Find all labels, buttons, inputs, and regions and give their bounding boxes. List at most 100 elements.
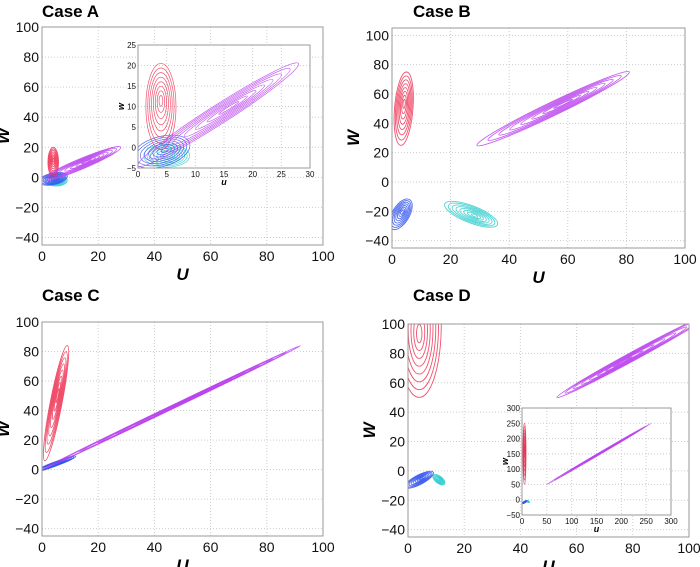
inset-x-tick-label: 250: [639, 517, 653, 526]
contours: [42, 146, 122, 187]
contour-line: [410, 473, 430, 486]
inset-y-tick-label: 100: [507, 465, 521, 474]
contour-line: [55, 387, 60, 404]
inset-y-tick-label: 10: [127, 103, 136, 112]
inset-y-tick-label: 0: [516, 496, 521, 505]
inset-y-tick-label: 5: [132, 123, 137, 132]
inset-y-tick-label: 50: [511, 480, 520, 489]
y-tick-label: 40: [373, 115, 389, 131]
inset-contour-line: [149, 67, 291, 160]
contour-line: [408, 471, 433, 488]
contour-line: [476, 71, 630, 147]
inset-contour-line: [143, 143, 190, 168]
contour-line: [395, 205, 408, 222]
contour-line: [69, 155, 101, 170]
panel-title: Case C: [42, 286, 100, 305]
inset-x-tick-label: 200: [615, 517, 629, 526]
y-tick-label: 0: [31, 169, 39, 185]
x-tick-label: 100: [677, 540, 700, 556]
inset-contour-line: [160, 73, 282, 153]
x-tick-label: 40: [513, 540, 529, 556]
y-tick-label: 100: [366, 27, 390, 43]
inset-contour-line: [156, 90, 166, 113]
contour-line: [397, 83, 411, 130]
inset-x-tick-label: 20: [248, 170, 257, 179]
x-tick-label: 20: [456, 540, 472, 556]
inset-y-tick-label: 25: [127, 41, 136, 50]
contour-line: [81, 159, 92, 165]
contour-line: [402, 98, 406, 109]
x-tick-label: 80: [259, 248, 275, 264]
contour-line: [432, 474, 446, 486]
x-axis-label: U: [176, 265, 189, 284]
x-tick-label: 60: [203, 539, 219, 555]
axes-frame: [391, 27, 686, 249]
x-tick-label: 0: [404, 540, 412, 556]
inset-y-axis-label: w: [116, 102, 126, 110]
contours: [408, 324, 689, 489]
contour-line: [400, 209, 404, 215]
x-tick-label: 60: [569, 540, 585, 556]
contour-line: [398, 208, 406, 217]
x-tick-label: 40: [501, 251, 517, 267]
y-axis-label: W: [344, 128, 363, 146]
contours: [392, 71, 630, 231]
x-tick-label: 100: [311, 539, 335, 555]
contour-line: [455, 206, 490, 224]
y-tick-label: −40: [365, 233, 389, 249]
contour-line: [408, 470, 434, 489]
y-tick-label: 20: [23, 139, 39, 155]
inset-contours: [522, 422, 652, 505]
contour-line: [588, 338, 666, 381]
inset-contour-line: [172, 79, 274, 145]
x-tick-label: 0: [38, 539, 46, 555]
inset-contour-line: [145, 63, 177, 150]
inset-x-tick-label: 30: [306, 170, 315, 179]
inset-contour-line: [148, 142, 178, 160]
inset-y-tick-label: −5: [127, 164, 137, 173]
contour-line: [447, 202, 496, 227]
y-tick-label: −20: [15, 199, 39, 215]
inset-axes: 0 50 100 150 200 250 300−50050100150200250300u…: [500, 404, 678, 534]
contours: [42, 345, 301, 472]
inset-y-tick-label: 200: [507, 435, 521, 444]
contour-line: [64, 153, 105, 172]
contour-line: [410, 324, 428, 359]
contour-line: [398, 87, 410, 125]
inset-contour-line: [206, 95, 248, 123]
inset-x-axis-label: u: [594, 524, 600, 534]
inset-contour-line: [218, 101, 240, 115]
y-tick-label: 20: [23, 432, 39, 448]
contour-line: [42, 146, 122, 182]
contour-line: [470, 213, 479, 218]
contour-line: [46, 357, 67, 445]
axes-frame: [407, 323, 690, 538]
contour-line: [393, 71, 414, 146]
contour-line: [413, 324, 426, 352]
panel-title: Case B: [413, 2, 471, 21]
x-tick-label: 40: [147, 248, 163, 264]
y-tick-label: 60: [23, 373, 39, 389]
inset-y-tick-label: 250: [507, 419, 521, 428]
contour-line: [556, 324, 689, 399]
axes-frame: [41, 321, 324, 537]
y-tick-label: 60: [373, 86, 389, 102]
x-axis-label: U: [176, 556, 189, 567]
x-tick-label: 60: [560, 251, 576, 267]
y-tick-label: 0: [381, 174, 389, 190]
contour-line: [392, 201, 411, 226]
inset-x-tick-label: 25: [277, 170, 286, 179]
contour-line: [44, 351, 68, 453]
contour-line: [52, 149, 113, 177]
y-tick-label: 0: [397, 463, 405, 479]
x-tick-label: 80: [619, 251, 635, 267]
contour-line: [399, 91, 409, 120]
y-tick-label: −40: [15, 229, 39, 245]
contour-line: [396, 79, 412, 136]
inset-contour-line: [546, 422, 652, 485]
contour-line: [396, 206, 407, 220]
contour-line: [542, 94, 582, 115]
contour-line: [75, 157, 97, 167]
contour-line: [520, 86, 598, 125]
contour-line: [42, 172, 67, 185]
